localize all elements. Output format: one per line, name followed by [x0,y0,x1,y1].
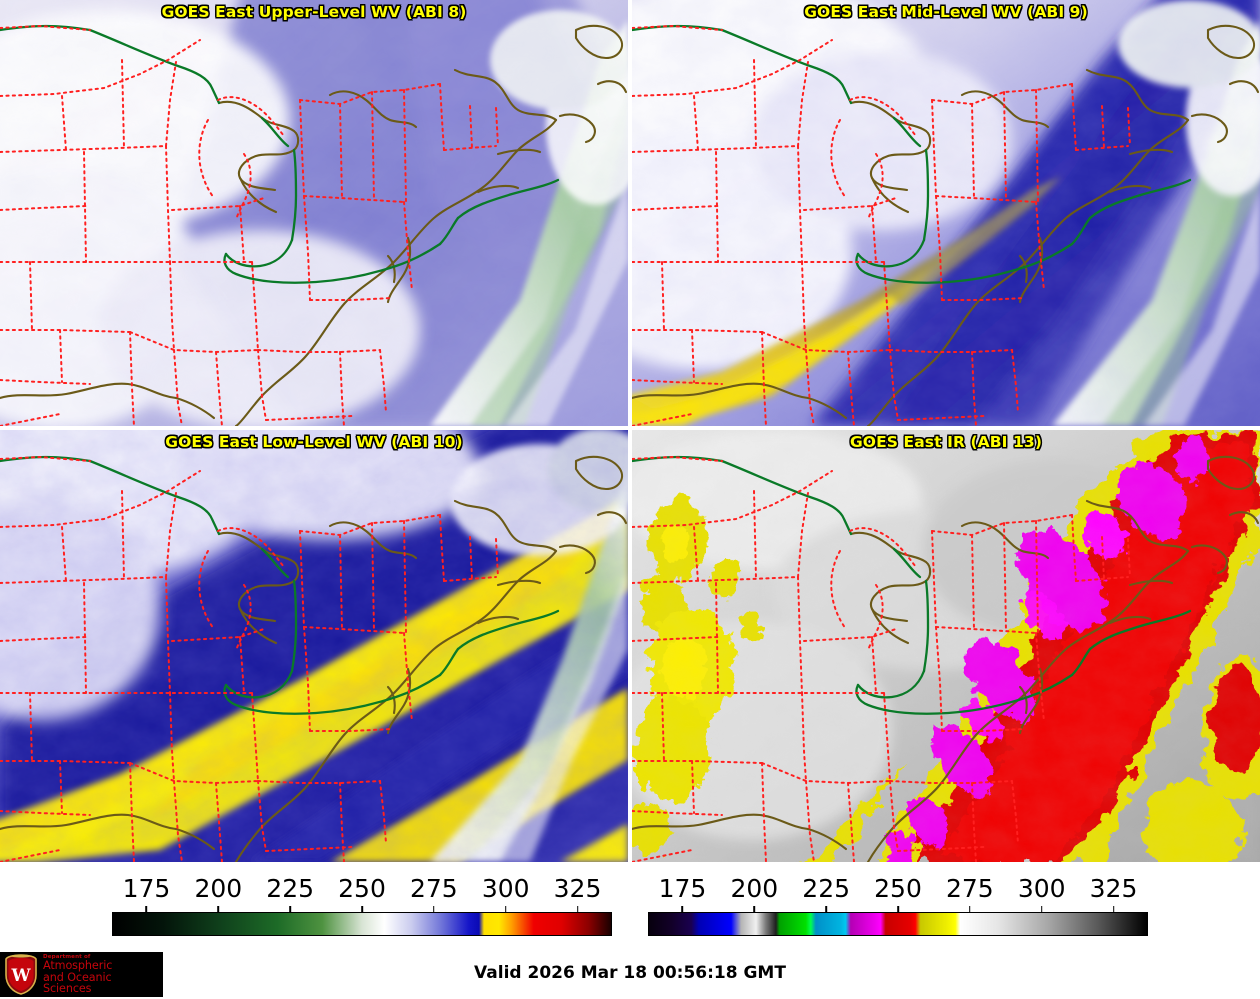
logo-line-1: Atmospheric [43,959,113,973]
uw-aos-logo[interactable]: W Department of Atmospheric and Oceanic … [0,952,163,997]
colorbar-wv-tick [289,906,291,914]
colorbar-ir-tick-label: 300 [1017,874,1066,903]
coastline [0,24,628,426]
international-border [632,24,1192,284]
logo-line-2: and Oceanic Sciences [43,970,112,996]
svg-text:W: W [10,966,31,986]
colorbar-wv-tick [361,906,363,914]
colorbar-wv-tick-label: 175 [122,874,171,903]
state-borders [0,456,499,862]
colorbar-ir-labels: 175 200 225 250 275 300 325 [630,874,1260,908]
colorbar-ir-tick [1112,906,1115,914]
footer: W Department of Atmospheric and Oceanic … [0,950,1260,999]
colorbar-wv-labels: 175 200 225 250 275 300 325 [0,874,630,908]
colorbar-wv-tick [576,906,579,914]
panel-ir[interactable]: GOES East IR (ABI 13) [632,430,1260,862]
panel-grid: GOES East Upper-Level WV (ABI 8) [0,0,1260,862]
colorbar-wv-tick [504,906,507,914]
colorbar-ir: 175 200 225 250 275 300 325 [630,862,1260,950]
colorbar-ir-tick-label: 175 [658,874,707,903]
panel-low-level-wv-image [0,430,628,862]
international-border [0,24,560,284]
colorbar-ir-tick-label: 275 [945,874,994,903]
colorbar-wv: 175 200 225 250 275 300 325 [0,862,630,950]
panel-mid-level-wv[interactable]: GOES East Mid-Level WV (ABI 9) [632,0,1260,426]
logo-text-block: Department of Atmospheric and Oceanic Sc… [43,953,163,996]
colorbar-wv-tick-label: 275 [409,874,458,903]
valid-time-label: Valid 2026 Mar 18 00:56:18 GMT [474,963,786,983]
colorbar-wv-tick-label: 250 [338,874,386,903]
colorbar-ir-tick [825,906,827,914]
colorbar-ir-tick [681,906,684,914]
colorbar-wv-tick [145,906,148,914]
colorbar-ir-tick [897,906,899,914]
colorbar-wv-tick-label: 225 [266,874,315,903]
state-borders [632,25,1131,426]
colorbar-wv-tick [217,906,220,914]
panel-upper-level-wv[interactable]: GOES East Upper-Level WV (ABI 8) [0,0,628,426]
panel-low-level-wv[interactable]: GOES East Low-Level WV (ABI 10) [0,430,628,862]
panel-mid-level-wv-image [632,0,1260,426]
colorbar-ir-tick-label: 200 [730,874,779,903]
colorbar-wv-tick-label: 300 [481,874,530,903]
state-borders [0,25,499,426]
uw-crest-icon: W [5,954,37,995]
colorbar-ir-tick-label: 250 [874,874,922,903]
colorbar-wv-tick-label: 200 [194,874,243,903]
panel-ir-image [632,430,1260,862]
panel-upper-level-wv-image [0,0,628,426]
colorbar-ir-ticks [630,906,1260,914]
colorbar-ir-tick-label: 225 [802,874,851,903]
colorbar-wv-tick-label: 325 [553,874,602,903]
colorbar-ir-tick [969,906,971,914]
colorbar-ir-bar [648,912,1148,936]
coastline [632,455,1260,862]
colorbar-ir-tick-label: 325 [1089,874,1138,903]
colorbar-ir-tick [1040,906,1043,914]
colorbar-ir-tick [753,906,756,914]
state-borders [632,456,1131,862]
colorbar-area: 175 200 225 250 275 300 325 175 200 225 250 275 300… [0,862,1260,950]
colorbar-wv-tick [433,906,435,914]
colorbar-wv-ticks [0,906,630,914]
logo-dept-line: Department of [43,953,91,960]
colorbar-wv-bar [112,912,612,936]
